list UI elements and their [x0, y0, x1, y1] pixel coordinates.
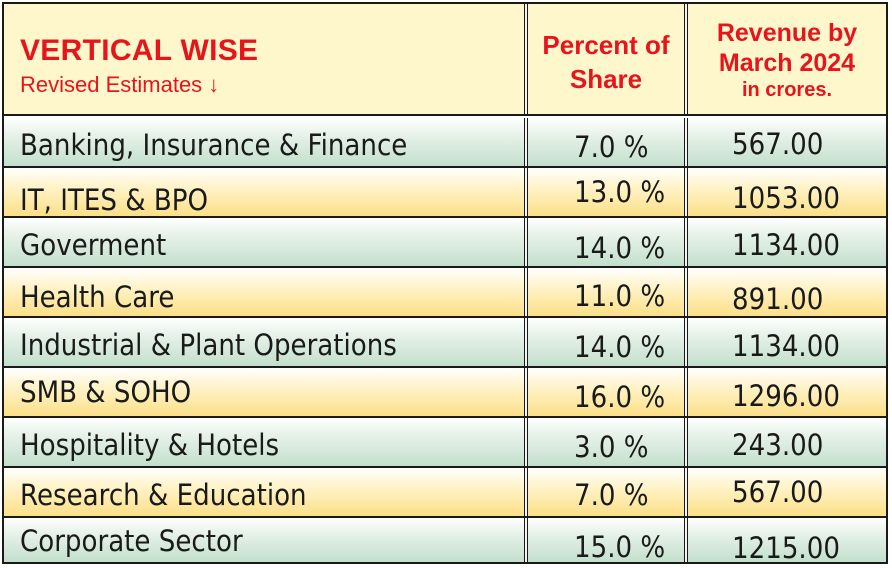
vertical-label: Health Care	[20, 280, 175, 314]
share-value-cell: 14.0 %	[528, 218, 684, 266]
vertical-label: Hospitality & Hotels	[20, 428, 280, 462]
table-row: Research & Education 7.0 % 567.00	[4, 468, 886, 518]
header-revenue-line-1: Revenue by	[716, 19, 858, 47]
share-value: 15.0 %	[574, 530, 666, 564]
share-value: 7.0 %	[574, 130, 649, 164]
header-vertical-cell: VERTICAL WISE Revised Estimates ↓	[4, 4, 524, 114]
revenue-value: 1296.00	[732, 379, 840, 413]
revenue-value-cell: 243.00	[688, 418, 886, 466]
share-value-cell: 3.0 %	[528, 418, 684, 466]
vertical-label: Research & Education	[20, 478, 307, 512]
table-row: Corporate Sector 15.0 % 1215.00	[4, 518, 886, 565]
revenue-value: 243.00	[732, 428, 824, 462]
revenue-value-cell: 567.00	[688, 468, 886, 516]
table-row: Health Care 11.0 % 891.00	[4, 268, 886, 318]
share-value: 3.0 %	[574, 430, 649, 464]
share-value: 14.0 %	[574, 330, 666, 364]
vertical-label-cell: IT, ITES & BPO	[4, 168, 524, 217]
revenue-value: 891.00	[732, 282, 824, 316]
vertical-label-cell: Corporate Sector	[4, 518, 524, 562]
revenue-value: 1053.00	[732, 181, 840, 215]
header-share-line-1: Percent of	[542, 30, 670, 60]
header-revenue-line-2: March 2024	[718, 49, 856, 77]
column-divider	[524, 318, 528, 366]
vertical-label: IT, ITES & BPO	[20, 183, 209, 217]
column-divider	[524, 268, 528, 316]
vertical-label-cell: Hospitality & Hotels	[4, 418, 524, 466]
table-header: VERTICAL WISE Revised Estimates ↓ Percen…	[4, 4, 886, 116]
column-divider	[524, 118, 528, 166]
table-title: VERTICAL WISE	[20, 34, 259, 67]
table-row: Industrial & Plant Operations 14.0 % 1134.…	[4, 318, 886, 368]
vertical-label: Corporate Sector	[20, 524, 243, 558]
column-divider	[684, 468, 688, 516]
share-value-cell: 15.0 %	[528, 518, 684, 564]
column-divider	[524, 4, 528, 114]
header-revenue-label: Revenue by March 2024	[688, 18, 886, 78]
revenue-value: 567.00	[732, 475, 824, 509]
column-divider	[684, 518, 688, 562]
share-value: 16.0 %	[574, 380, 666, 414]
column-divider	[684, 218, 688, 266]
column-divider	[524, 168, 528, 216]
revenue-value-cell: 891.00	[688, 268, 886, 316]
vertical-label: Industrial & Plant Operations	[20, 328, 397, 362]
share-value-cell: 14.0 %	[528, 318, 684, 366]
share-value-cell: 16.0 %	[528, 368, 684, 416]
table-row: IT, ITES & BPO 13.0 % 1053.00	[4, 168, 886, 218]
column-divider	[524, 468, 528, 516]
vertical-label: SMB & SOHO	[20, 375, 192, 409]
vertical-label-cell: SMB & SOHO	[4, 368, 524, 416]
share-value: 13.0 %	[574, 175, 666, 209]
column-divider	[684, 318, 688, 366]
column-divider	[684, 118, 688, 166]
vertical-label-cell: Health Care	[4, 268, 524, 316]
header-share-cell: Percent of Share	[528, 4, 684, 114]
revenue-value-cell: 567.00	[688, 118, 886, 166]
column-divider	[684, 168, 688, 216]
vertical-label-cell: Industrial & Plant Operations	[4, 318, 524, 366]
column-divider	[684, 268, 688, 316]
column-divider	[684, 368, 688, 416]
header-revenue-unit: in crores.	[741, 79, 833, 101]
revenue-value: 1215.00	[732, 531, 840, 565]
share-value: 7.0 %	[574, 478, 649, 512]
share-value-cell: 11.0 %	[528, 268, 684, 316]
column-divider	[524, 518, 528, 562]
share-value-cell: 7.0 %	[528, 468, 684, 516]
vertical-label-cell: Research & Education	[4, 468, 524, 516]
table-row: SMB & SOHO 16.0 % 1296.00	[4, 368, 886, 418]
revenue-value: 567.00	[732, 127, 824, 161]
vertical-label: Goverment	[20, 228, 167, 262]
column-divider	[524, 218, 528, 266]
table-row: Banking, Insurance & Finance 7.0 % 567.00	[4, 118, 886, 168]
header-share-line-2: Share	[569, 64, 643, 94]
header-share-label: Percent of Share	[528, 28, 684, 96]
table-row: Hospitality & Hotels 3.0 % 243.00	[4, 418, 886, 468]
header-revenue-cell: Revenue by March 2024 in crores.	[688, 4, 886, 114]
column-divider	[524, 368, 528, 416]
revenue-value-cell: 1215.00	[688, 518, 886, 565]
share-value: 11.0 %	[574, 279, 666, 313]
revenue-value: 1134.00	[732, 228, 840, 262]
revenue-value-cell: 1134.00	[688, 318, 886, 366]
table-row: Goverment 14.0 % 1134.00	[4, 218, 886, 268]
share-value: 14.0 %	[574, 231, 666, 265]
vertical-label: Banking, Insurance & Finance	[20, 128, 408, 162]
vertical-label-cell: Banking, Insurance & Finance	[4, 118, 524, 166]
vertical-label-cell: Goverment	[4, 218, 524, 266]
column-divider	[684, 4, 688, 114]
revenue-value: 1134.00	[732, 329, 840, 363]
revenue-value-cell: 1296.00	[688, 368, 886, 416]
table-subtitle: Revised Estimates ↓	[20, 72, 220, 97]
column-divider	[684, 418, 688, 466]
column-divider	[524, 418, 528, 466]
share-value-cell: 13.0 %	[528, 168, 684, 216]
revenue-value-cell: 1134.00	[688, 218, 886, 266]
revenue-value-cell: 1053.00	[688, 168, 886, 216]
share-value-cell: 7.0 %	[528, 118, 684, 166]
